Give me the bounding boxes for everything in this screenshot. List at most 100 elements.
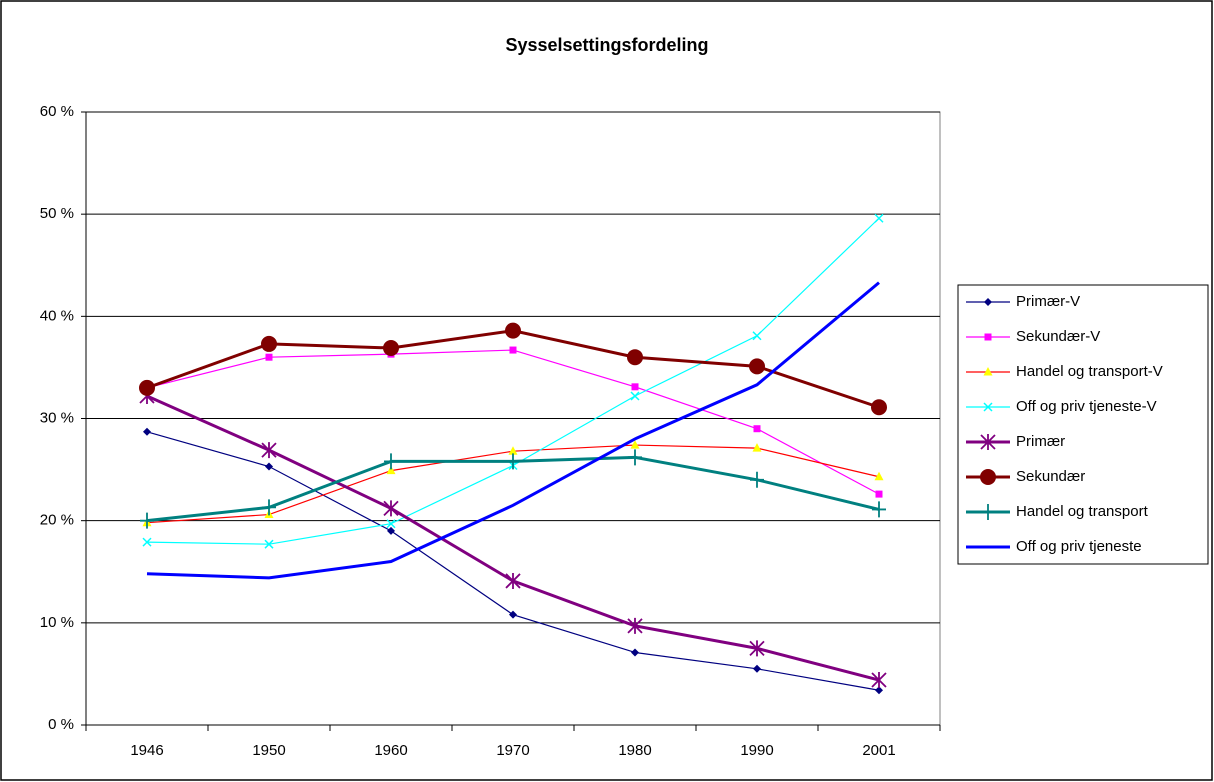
marker-part <box>872 501 886 518</box>
marker <box>984 298 992 306</box>
marker <box>386 465 396 475</box>
legend-entry: Handel og transport-V <box>966 363 1163 380</box>
legend-label: Off og priv tjeneste-V <box>1016 398 1157 415</box>
marker <box>749 640 765 657</box>
x-tick-label: 1970 <box>496 742 529 759</box>
marker <box>383 340 399 357</box>
marker-part <box>980 434 996 450</box>
marker <box>505 322 521 339</box>
legend-label: Handel og transport-V <box>1016 363 1163 380</box>
legend-label: Handel og transport <box>1016 503 1149 520</box>
marker <box>505 572 521 589</box>
marker <box>981 504 995 520</box>
marker <box>980 434 996 450</box>
legend-entry: Off og priv tjeneste-V <box>966 398 1157 415</box>
marker <box>627 617 643 634</box>
marker-part <box>753 664 761 673</box>
marker-part <box>386 519 396 529</box>
marker <box>509 346 517 354</box>
marker <box>983 367 993 376</box>
marker <box>630 440 640 449</box>
marker <box>383 500 399 517</box>
marker-part <box>752 331 762 341</box>
marker-part <box>981 504 995 520</box>
marker <box>752 331 762 341</box>
marker-part <box>871 399 887 416</box>
marker-part <box>384 453 398 470</box>
marker-part <box>983 367 993 376</box>
marker <box>509 610 517 619</box>
marker-part <box>752 443 762 452</box>
chart-title: Sysselsettingsfordeling <box>505 35 708 55</box>
marker-part <box>262 499 276 516</box>
marker <box>506 453 520 470</box>
legend-entry: Off og priv tjeneste <box>966 538 1142 555</box>
marker-part <box>505 572 521 589</box>
y-tick-label: 50 % <box>40 205 74 222</box>
marker-part <box>753 425 761 433</box>
marker-part <box>749 640 765 657</box>
marker <box>261 442 277 459</box>
marker-part <box>509 346 517 354</box>
marker-part <box>140 512 154 529</box>
marker-part <box>265 462 273 471</box>
marker-part <box>387 526 395 535</box>
marker-part <box>264 539 274 549</box>
marker-part <box>983 402 993 412</box>
marker <box>752 443 762 452</box>
marker-part <box>508 446 518 455</box>
marker-part <box>630 391 640 401</box>
marker-part <box>631 648 639 657</box>
legend-label: Sekundær-V <box>1016 328 1100 345</box>
marker-part <box>383 340 399 357</box>
marker <box>264 539 274 549</box>
marker <box>386 519 396 529</box>
y-tick-label: 20 % <box>40 512 74 529</box>
marker-part <box>630 440 640 449</box>
marker <box>628 449 642 466</box>
marker <box>631 383 639 391</box>
marker-part <box>875 490 883 498</box>
marker-part <box>627 617 643 634</box>
marker <box>983 402 993 412</box>
marker-part <box>143 427 151 436</box>
marker-part <box>980 469 996 485</box>
y-tick-label: 0 % <box>48 716 74 733</box>
x-tick-label: 1960 <box>374 742 407 759</box>
marker <box>874 471 884 481</box>
marker-part <box>383 500 399 517</box>
marker-part <box>631 383 639 391</box>
marker <box>387 526 395 535</box>
legend-entry: Primær <box>966 433 1065 450</box>
legend-box <box>957 284 1209 565</box>
marker-part <box>871 672 887 689</box>
marker-part <box>505 322 521 339</box>
marker <box>384 453 398 470</box>
x-tick-label: 1950 <box>252 742 285 759</box>
legend-label: Primær-V <box>1016 293 1080 310</box>
marker-part <box>261 442 277 459</box>
x-tick-label: 1946 <box>130 742 163 759</box>
marker <box>980 469 996 485</box>
marker-part <box>265 353 273 361</box>
marker <box>871 399 887 416</box>
marker <box>261 335 277 352</box>
legend-label: Sekundær <box>1016 468 1085 485</box>
marker <box>142 537 152 547</box>
marker <box>750 471 764 488</box>
marker-part <box>984 298 992 306</box>
marker <box>265 462 273 471</box>
marker-part <box>984 333 992 341</box>
marker <box>265 353 273 361</box>
marker-part <box>749 358 765 375</box>
marker <box>874 213 884 223</box>
marker <box>871 672 887 689</box>
marker <box>140 512 154 529</box>
marker <box>753 664 761 673</box>
x-tick-label: 2001 <box>862 742 895 759</box>
x-tick-label: 1980 <box>618 742 651 759</box>
x-tick-label: 1990 <box>740 742 773 759</box>
legend-entry: Primær-V <box>966 293 1080 310</box>
marker-part <box>509 610 517 619</box>
marker-part <box>139 379 155 396</box>
